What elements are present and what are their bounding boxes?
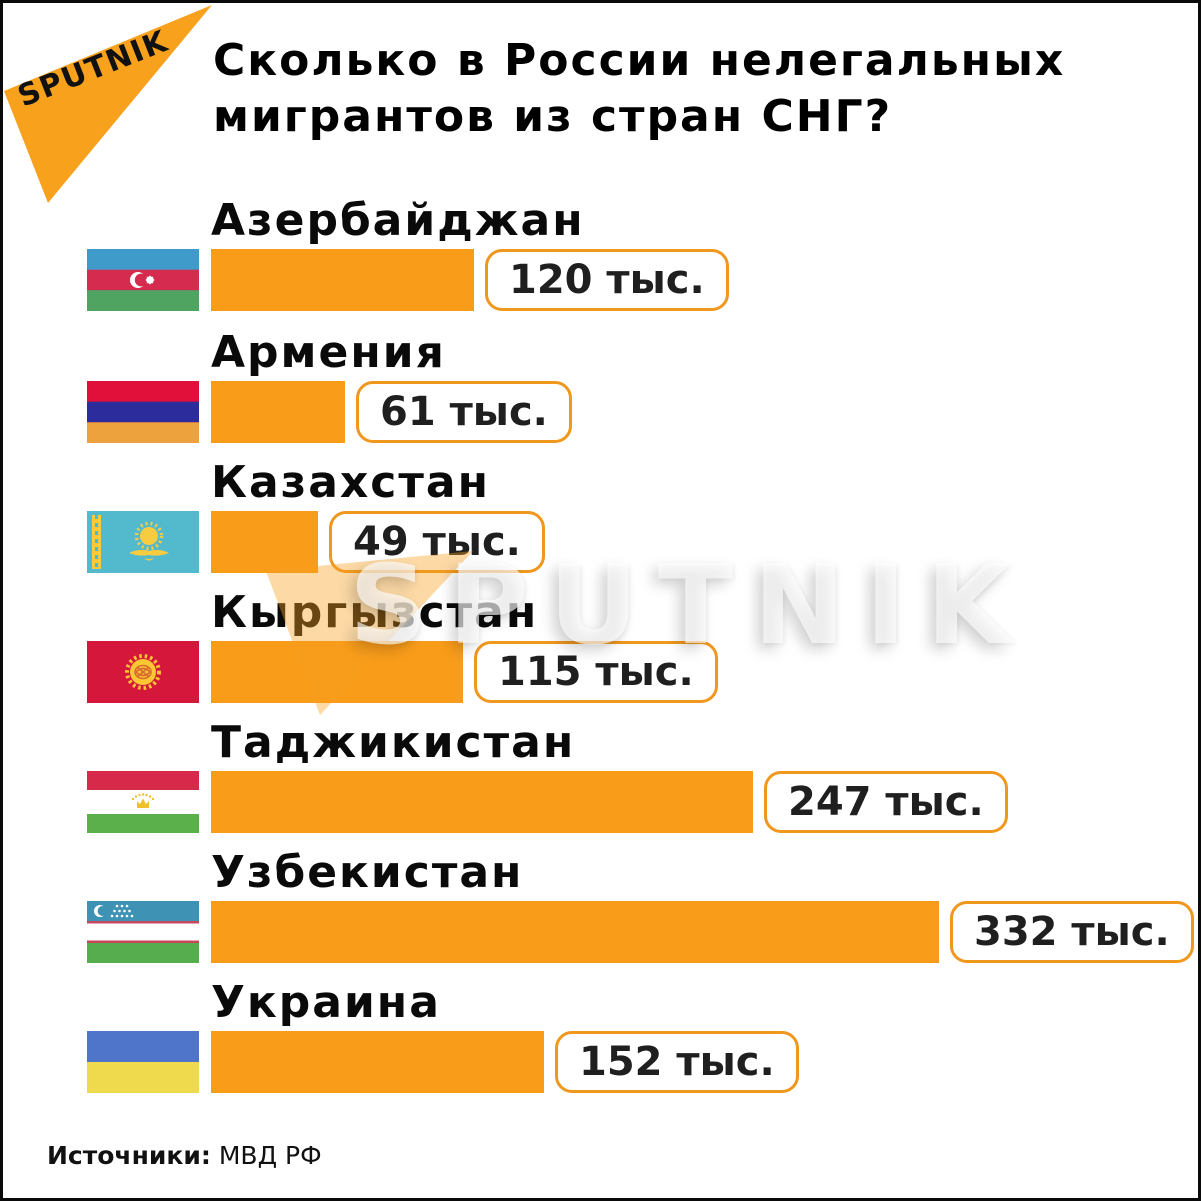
bar-ukraine	[211, 1031, 544, 1093]
value-label: 120 тыс.	[509, 257, 705, 303]
bar-tajikistan	[211, 771, 753, 833]
value-label: 61 тыс.	[380, 389, 548, 435]
title-line-1: Сколько в России нелегальных	[213, 35, 1066, 86]
country-label: Узбекистан	[211, 847, 524, 898]
sputnik-logo-icon: SPUTNIK	[4, 5, 212, 203]
country-label: Таджикистан	[211, 717, 576, 768]
kyrgyzstan-flag-icon	[87, 641, 199, 703]
country-label: Украина	[211, 977, 441, 1028]
value-pill: 115 тыс.	[474, 641, 718, 703]
bar-azerbaijan	[211, 249, 474, 311]
chart-row-azerbaijan: Азербайджан 120 тыс.	[3, 195, 1198, 329]
value-pill: 152 тыс.	[555, 1031, 799, 1093]
title-line-2: мигрантов из стран СНГ?	[213, 91, 893, 142]
country-label: Казахстан	[211, 457, 490, 508]
value-label: 152 тыс.	[579, 1039, 775, 1085]
source-value: МВД РФ	[218, 1141, 322, 1170]
chart-row-armenia: Армения 61 тыс.	[3, 327, 1198, 461]
chart-row-ukraine: Украина 152 тыс.	[3, 977, 1198, 1111]
bar-line: 61 тыс.	[211, 381, 572, 443]
bar-kazakhstan	[211, 511, 318, 573]
value-label: 115 тыс.	[498, 649, 694, 695]
value-pill: 332 тыс.	[950, 901, 1194, 963]
logo-triangle	[4, 5, 212, 203]
bar-line: 247 тыс.	[211, 771, 1008, 833]
chart-row-kazakhstan: Казахстан 49 тыс.	[3, 457, 1198, 591]
armenia-flag-icon	[87, 381, 199, 443]
country-label: Кыргызстан	[211, 587, 539, 638]
bar-line: 120 тыс.	[211, 249, 729, 311]
chart-row-uzbekistan: Узбекистан 332 тыс.	[3, 847, 1198, 981]
value-pill: 120 тыс.	[485, 249, 729, 311]
chart-row-kyrgyzstan: Кыргызстан 115 тыс.	[3, 587, 1198, 721]
tajikistan-flag-icon	[87, 771, 199, 833]
chart-row-tajikistan: Таджикистан 247 тыс.	[3, 717, 1198, 851]
country-label: Армения	[211, 327, 446, 378]
bar-kyrgyzstan	[211, 641, 463, 703]
bar-line: 49 тыс.	[211, 511, 545, 573]
bar-armenia	[211, 381, 345, 443]
value-pill: 49 тыс.	[329, 511, 545, 573]
kazakhstan-flag-icon	[87, 511, 199, 573]
bar-line: 332 тыс.	[211, 901, 1194, 963]
country-label: Азербайджан	[211, 195, 585, 246]
page-title: Сколько в России нелегальных мигрантов и…	[213, 33, 1065, 145]
uzbekistan-flag-icon	[87, 901, 199, 963]
value-pill: 61 тыс.	[356, 381, 572, 443]
bar-line: 152 тыс.	[211, 1031, 799, 1093]
source-label: Источники:	[47, 1141, 211, 1170]
value-label: 247 тыс.	[788, 779, 984, 825]
value-label: 49 тыс.	[353, 519, 521, 565]
bar-line: 115 тыс.	[211, 641, 718, 703]
bar-uzbekistan	[211, 901, 939, 963]
azerbaijan-flag-icon	[87, 249, 199, 311]
value-label: 332 тыс.	[974, 909, 1170, 955]
value-pill: 247 тыс.	[764, 771, 1008, 833]
ukraine-flag-icon	[87, 1031, 199, 1093]
source-line: Источники: МВД РФ	[47, 1141, 322, 1170]
